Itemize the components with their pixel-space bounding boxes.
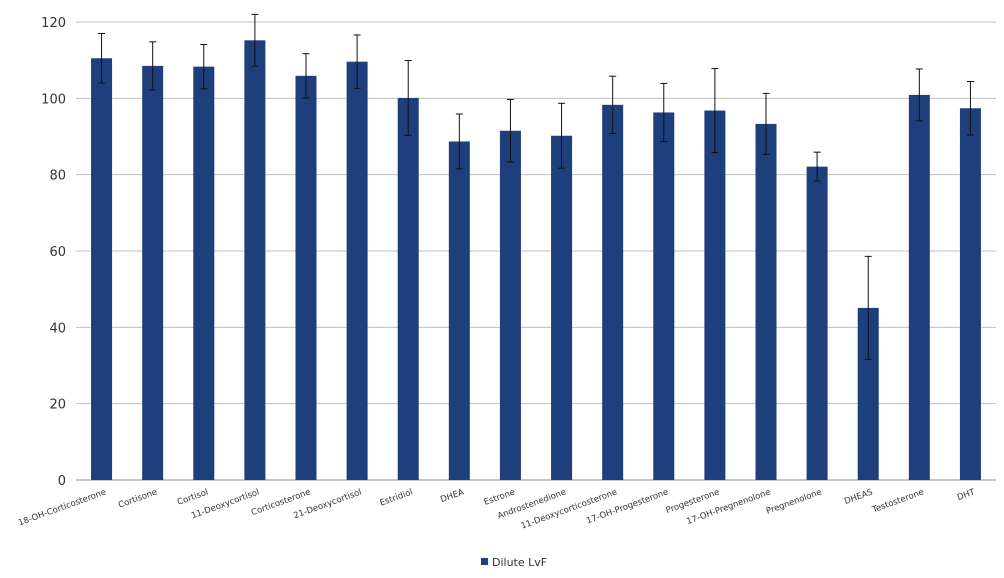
bar xyxy=(193,66,215,480)
bar xyxy=(602,104,624,481)
y-tick-label: 40 xyxy=(49,321,66,336)
y-tick-label: 80 xyxy=(49,169,66,184)
error-bar xyxy=(302,53,310,99)
bar xyxy=(346,61,368,481)
error-bar xyxy=(864,255,872,360)
bar xyxy=(755,123,777,480)
legend-swatch xyxy=(481,558,488,565)
legend-label: Dilute LvF xyxy=(492,556,547,569)
x-tick-label: DHEAS xyxy=(843,487,874,506)
error-bar xyxy=(609,75,617,134)
error-bar xyxy=(966,81,974,136)
error-bar xyxy=(711,68,719,154)
error-bar xyxy=(353,34,361,89)
error-bar xyxy=(98,32,106,84)
error-bar xyxy=(660,82,668,142)
x-tick-label: Estridiol xyxy=(379,487,415,508)
y-tick-label: 100 xyxy=(41,92,66,107)
bar xyxy=(244,40,266,480)
bar xyxy=(551,135,573,480)
x-tick-label: Estrone xyxy=(483,487,517,507)
x-tick-label: Pregnenolone xyxy=(765,487,823,516)
error-bar xyxy=(149,41,157,91)
error-bar xyxy=(915,68,923,122)
bar xyxy=(704,110,726,481)
x-axis-ticks: 18-OH-Corticosterone Cortisone Cortisol11-… xyxy=(17,487,977,531)
error-bar xyxy=(404,60,412,136)
bar xyxy=(959,108,981,481)
bar xyxy=(295,75,317,480)
error-bar xyxy=(762,92,770,155)
y-axis-ticks: 0 20 40 60 80 100 120 xyxy=(41,16,66,489)
bar xyxy=(857,307,879,480)
bar xyxy=(397,97,419,481)
legend: Dilute LvF xyxy=(481,556,547,569)
error-bar xyxy=(506,98,514,163)
bar xyxy=(806,166,828,480)
error-bar xyxy=(251,13,259,67)
error-bar xyxy=(200,44,208,90)
y-tick-label: 120 xyxy=(41,16,66,31)
error-bars xyxy=(98,13,974,360)
bars xyxy=(91,40,981,481)
bar xyxy=(653,112,675,480)
x-tick-label: Cortisone xyxy=(117,487,159,510)
bar xyxy=(908,94,930,481)
x-tick-label: 18-OH-Corticosterone xyxy=(17,487,107,528)
y-tick-label: 20 xyxy=(49,398,66,413)
bar xyxy=(499,130,521,480)
y-tick-label: 0 xyxy=(58,474,66,489)
error-bar xyxy=(558,102,566,169)
x-tick-label: Testosterone xyxy=(870,487,925,515)
x-tick-label: DHT xyxy=(956,487,977,503)
y-tick-label: 60 xyxy=(49,245,66,260)
gridlines xyxy=(76,21,996,481)
error-bar xyxy=(455,113,463,170)
bar xyxy=(142,65,164,481)
bar xyxy=(448,141,470,480)
bar xyxy=(91,58,113,481)
x-tick-label: DHEA xyxy=(439,487,465,505)
x-tick-label: Cortisol xyxy=(176,487,210,507)
error-bar xyxy=(813,151,821,182)
